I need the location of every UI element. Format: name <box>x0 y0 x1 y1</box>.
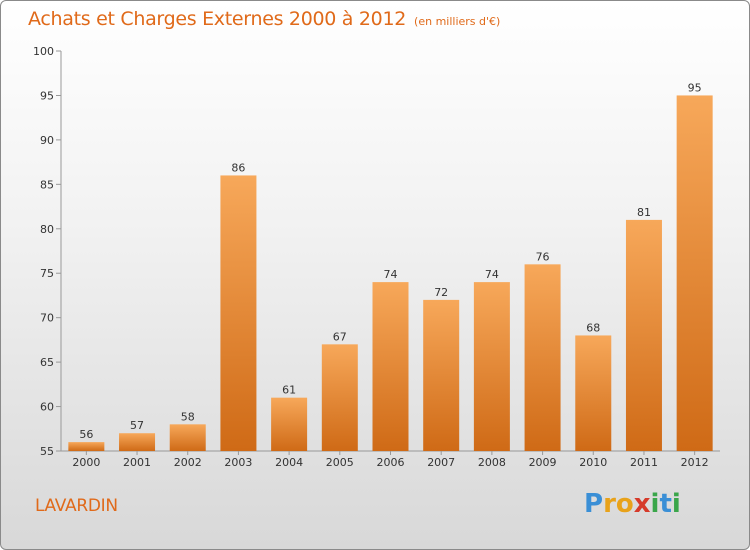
bar-value-label: 68 <box>586 321 600 334</box>
bar <box>625 219 662 451</box>
logo-letter: P <box>584 489 604 519</box>
x-tick-label: 2006 <box>377 456 405 469</box>
x-tick-label: 2001 <box>123 456 151 469</box>
x-tick-label: 2003 <box>224 456 252 469</box>
y-tick-label: 75 <box>40 267 54 280</box>
bar-value-label: 74 <box>384 268 398 281</box>
bar <box>524 264 561 451</box>
bar-value-label: 58 <box>181 410 195 423</box>
bar <box>321 344 358 451</box>
x-tick-label: 2000 <box>72 456 100 469</box>
bar <box>372 282 409 451</box>
logo-letter: x <box>633 489 651 519</box>
logo-letter: r <box>603 489 616 519</box>
chart-title: Achats et Charges Externes 2000 à 2012 (e… <box>28 8 500 30</box>
x-tick-label: 2007 <box>427 456 455 469</box>
bar <box>119 433 156 451</box>
bar <box>575 335 612 451</box>
chart-subtitle: (en milliers d'€) <box>414 15 501 28</box>
bar-value-label: 72 <box>434 286 448 299</box>
logo-letter: t <box>659 489 672 519</box>
bar-value-label: 81 <box>637 206 651 219</box>
y-tick-label: 70 <box>40 312 54 325</box>
logo-letter: i <box>671 489 681 519</box>
bar-value-label: 56 <box>79 428 93 441</box>
bar <box>271 397 308 451</box>
x-tick-label: 2002 <box>174 456 202 469</box>
bar-value-label: 67 <box>333 330 347 343</box>
x-tick-label: 2005 <box>326 456 354 469</box>
x-tick-label: 2011 <box>630 456 658 469</box>
bar <box>220 175 257 451</box>
x-tick-label: 2008 <box>478 456 506 469</box>
bar-value-label: 74 <box>485 268 499 281</box>
y-tick-label: 100 <box>33 45 54 58</box>
chart-title-text: Achats et Charges Externes 2000 à 2012 <box>28 8 407 30</box>
bar-value-label: 76 <box>536 250 550 263</box>
bar-value-label: 57 <box>130 419 144 432</box>
place-name: LAVARDIN <box>35 496 118 516</box>
y-tick-label: 85 <box>40 178 54 191</box>
x-tick-label: 2009 <box>529 456 557 469</box>
bar-value-label: 86 <box>231 161 245 174</box>
x-tick-label: 2010 <box>579 456 607 469</box>
y-tick-label: 90 <box>40 134 54 147</box>
y-tick-label: 65 <box>40 356 54 369</box>
x-tick-label: 2012 <box>681 456 709 469</box>
bar-value-label: 61 <box>282 384 296 397</box>
bar-value-label: 95 <box>688 81 702 94</box>
x-tick-label: 2004 <box>275 456 303 469</box>
proxiti-logo[interactable]: Proxiti <box>584 489 681 519</box>
y-tick-label: 55 <box>40 445 54 458</box>
bar <box>68 442 105 451</box>
logo-letter: i <box>650 489 660 519</box>
chart-data-labels: 56 57 58 86 61 67 74 72 74 76 68 81 95 <box>79 81 701 441</box>
chart-bars <box>68 95 713 451</box>
logo-letter: o <box>615 489 634 519</box>
bar <box>423 299 460 451</box>
bar <box>473 282 510 451</box>
y-tick-label: 60 <box>40 401 54 414</box>
y-tick-label: 95 <box>40 89 54 102</box>
y-tick-label: 80 <box>40 223 54 236</box>
bar <box>676 95 713 451</box>
bar <box>169 424 206 451</box>
